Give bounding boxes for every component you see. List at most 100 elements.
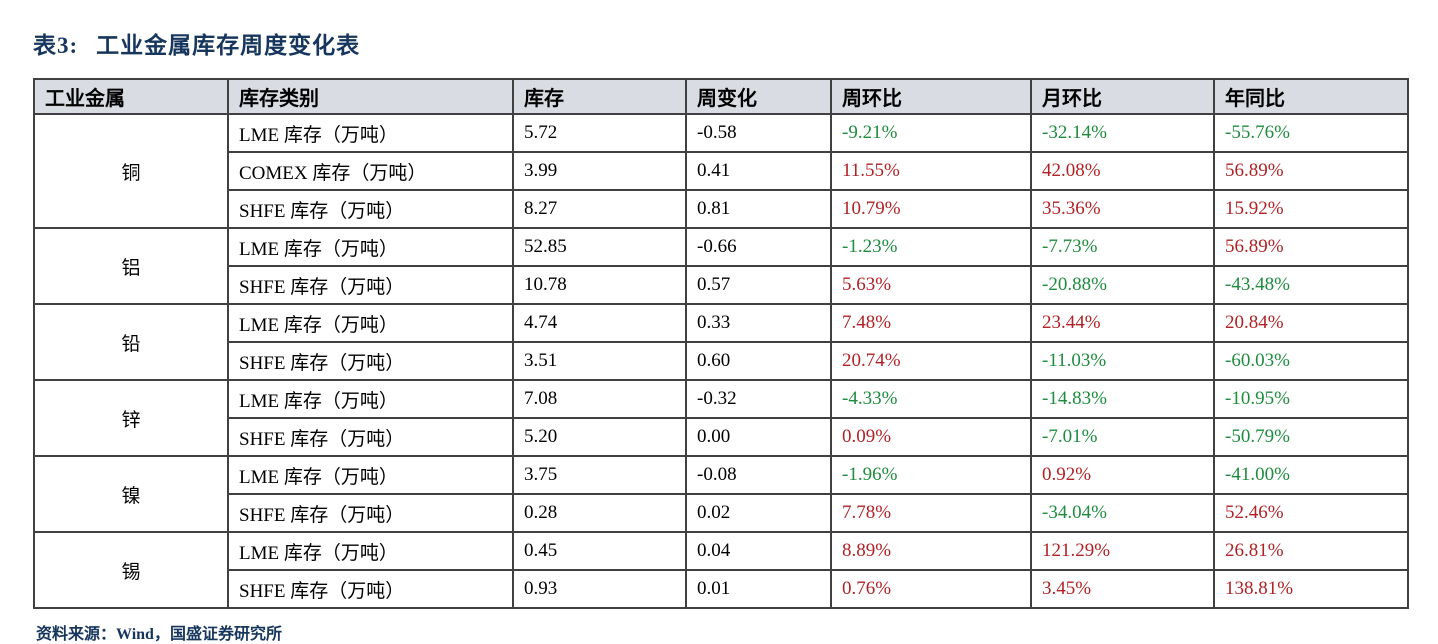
yoy-cell: -41.00% bbox=[1213, 455, 1409, 495]
category-cell: SHFE 库存（万吨） bbox=[227, 417, 514, 457]
table-number-label: 表3: bbox=[33, 33, 79, 58]
table-row: SHFE 库存（万吨） 5.20 0.00 0.09% -7.01% -50.7… bbox=[34, 417, 1409, 457]
metal-cell: 锡 bbox=[33, 531, 229, 609]
weekly-change-cell: -0.08 bbox=[685, 455, 832, 495]
weekly-change-cell: -0.66 bbox=[685, 227, 832, 267]
table-row: 铝 LME 库存（万吨） 52.85 -0.66 -1.23% -7.73% 5… bbox=[33, 227, 1409, 305]
weekly-change-cell: 0.41 bbox=[685, 151, 832, 191]
page-title: 表3: 工业金属库存周度变化表 bbox=[33, 26, 360, 60]
inventory-cell: 0.45 bbox=[512, 531, 687, 571]
table-row: 铅 LME 库存（万吨） 4.74 0.33 7.48% 23.44% 20.8… bbox=[33, 303, 1409, 381]
header-row: 工业金属 库存类别 库存 周变化 周环比 月环比 年同比 bbox=[33, 78, 1409, 115]
yoy-cell: 138.81% bbox=[1213, 569, 1409, 609]
mom-cell: -32.14% bbox=[1030, 113, 1215, 153]
weekly-change-cell: 0.01 bbox=[685, 569, 832, 609]
weekly-change-cell: 0.81 bbox=[685, 189, 832, 229]
inventory-cell: 3.99 bbox=[512, 151, 687, 191]
wow-cell: 8.89% bbox=[830, 531, 1032, 571]
category-cell: LME 库存（万吨） bbox=[227, 455, 514, 495]
yoy-cell: -55.76% bbox=[1213, 113, 1409, 153]
mom-cell: -20.88% bbox=[1030, 265, 1215, 305]
yoy-cell: 52.46% bbox=[1213, 493, 1409, 533]
yoy-cell: 56.89% bbox=[1213, 227, 1409, 267]
inventory-cell: 7.08 bbox=[512, 379, 687, 419]
weekly-change-cell: 0.57 bbox=[685, 265, 832, 305]
metal-cell: 铜 bbox=[33, 113, 229, 229]
inventory-cell: 3.51 bbox=[512, 341, 687, 381]
inventory-table: 工业金属 库存类别 库存 周变化 周环比 月环比 年同比 铜 LME 库存（万吨… bbox=[33, 78, 1409, 609]
table-row: SHFE 库存（万吨） 8.27 0.81 10.79% 35.36% 15.9… bbox=[34, 189, 1409, 229]
weekly-change-cell: 0.04 bbox=[685, 531, 832, 571]
category-cell: LME 库存（万吨） bbox=[227, 379, 514, 419]
wow-cell: 10.79% bbox=[830, 189, 1032, 229]
weekly-change-cell: -0.58 bbox=[685, 113, 832, 153]
wow-cell: -9.21% bbox=[830, 113, 1032, 153]
weekly-change-cell: -0.32 bbox=[685, 379, 832, 419]
yoy-cell: -60.03% bbox=[1213, 341, 1409, 381]
metal-cell: 铝 bbox=[33, 227, 229, 305]
category-cell: SHFE 库存（万吨） bbox=[227, 189, 514, 229]
mom-cell: 0.92% bbox=[1030, 455, 1215, 495]
wow-cell: 0.76% bbox=[830, 569, 1032, 609]
mom-cell: 121.29% bbox=[1030, 531, 1215, 571]
mom-cell: -7.01% bbox=[1030, 417, 1215, 457]
table-row: 锌 LME 库存（万吨） 7.08 -0.32 -4.33% -14.83% -… bbox=[33, 379, 1409, 457]
header-metal: 工业金属 bbox=[33, 78, 229, 115]
weekly-change-cell: 0.00 bbox=[685, 417, 832, 457]
inventory-cell: 0.28 bbox=[512, 493, 687, 533]
metal-cell: 锌 bbox=[33, 379, 229, 457]
inventory-cell: 8.27 bbox=[512, 189, 687, 229]
category-cell: LME 库存（万吨） bbox=[227, 113, 514, 153]
yoy-cell: 20.84% bbox=[1213, 303, 1409, 343]
mom-cell: -14.83% bbox=[1030, 379, 1215, 419]
table-row: 锡 LME 库存（万吨） 0.45 0.04 8.89% 121.29% 26.… bbox=[33, 531, 1409, 609]
inventory-cell: 4.74 bbox=[512, 303, 687, 343]
inventory-cell: 3.75 bbox=[512, 455, 687, 495]
metal-cell: 镍 bbox=[33, 455, 229, 533]
wow-cell: 7.48% bbox=[830, 303, 1032, 343]
mom-cell: -11.03% bbox=[1030, 341, 1215, 381]
table-row: COMEX 库存（万吨） 3.99 0.41 11.55% 42.08% 56.… bbox=[34, 151, 1409, 191]
category-cell: SHFE 库存（万吨） bbox=[227, 493, 514, 533]
header-category: 库存类别 bbox=[227, 78, 514, 115]
inventory-cell: 0.93 bbox=[512, 569, 687, 609]
table-row: SHFE 库存（万吨） 3.51 0.60 20.74% -11.03% -60… bbox=[34, 341, 1409, 381]
inventory-cell: 10.78 bbox=[512, 265, 687, 305]
yoy-cell: -10.95% bbox=[1213, 379, 1409, 419]
mom-cell: 35.36% bbox=[1030, 189, 1215, 229]
wow-cell: -4.33% bbox=[830, 379, 1032, 419]
table-title-text: 工业金属库存周度变化表 bbox=[96, 33, 361, 58]
mom-cell: 3.45% bbox=[1030, 569, 1215, 609]
table-row: SHFE 库存（万吨） 0.28 0.02 7.78% -34.04% 52.4… bbox=[34, 493, 1409, 533]
yoy-cell: -50.79% bbox=[1213, 417, 1409, 457]
category-cell: SHFE 库存（万吨） bbox=[227, 569, 514, 609]
inventory-cell: 5.72 bbox=[512, 113, 687, 153]
category-cell: LME 库存（万吨） bbox=[227, 303, 514, 343]
source-note: 资料来源：Wind，国盛证券研究所 bbox=[36, 626, 282, 643]
header-mom: 月环比 bbox=[1030, 78, 1215, 115]
inventory-cell: 52.85 bbox=[512, 227, 687, 267]
weekly-change-cell: 0.33 bbox=[685, 303, 832, 343]
yoy-cell: 15.92% bbox=[1213, 189, 1409, 229]
category-cell: SHFE 库存（万吨） bbox=[227, 265, 514, 305]
table-row: SHFE 库存（万吨） 0.93 0.01 0.76% 3.45% 138.81… bbox=[34, 569, 1409, 609]
yoy-cell: 56.89% bbox=[1213, 151, 1409, 191]
category-cell: SHFE 库存（万吨） bbox=[227, 341, 514, 381]
weekly-change-cell: 0.02 bbox=[685, 493, 832, 533]
table-row: 镍 LME 库存（万吨） 3.75 -0.08 -1.96% 0.92% -41… bbox=[33, 455, 1409, 533]
wow-cell: -1.23% bbox=[830, 227, 1032, 267]
yoy-cell: -43.48% bbox=[1213, 265, 1409, 305]
header-yoy: 年同比 bbox=[1213, 78, 1409, 115]
yoy-cell: 26.81% bbox=[1213, 531, 1409, 571]
report-page: 表3: 工业金属库存周度变化表 工业金属 库存类别 库存 周变化 周环比 月环比 … bbox=[33, 26, 1409, 643]
header-inventory: 库存 bbox=[512, 78, 687, 115]
table-row: 铜 LME 库存（万吨） 5.72 -0.58 -9.21% -32.14% -… bbox=[33, 113, 1409, 229]
category-cell: LME 库存（万吨） bbox=[227, 531, 514, 571]
wow-cell: 5.63% bbox=[830, 265, 1032, 305]
category-cell: COMEX 库存（万吨） bbox=[227, 151, 514, 191]
mom-cell: 23.44% bbox=[1030, 303, 1215, 343]
wow-cell: 7.78% bbox=[830, 493, 1032, 533]
inventory-cell: 5.20 bbox=[512, 417, 687, 457]
mom-cell: -34.04% bbox=[1030, 493, 1215, 533]
table-row: SHFE 库存（万吨） 10.78 0.57 5.63% -20.88% -43… bbox=[34, 265, 1409, 305]
